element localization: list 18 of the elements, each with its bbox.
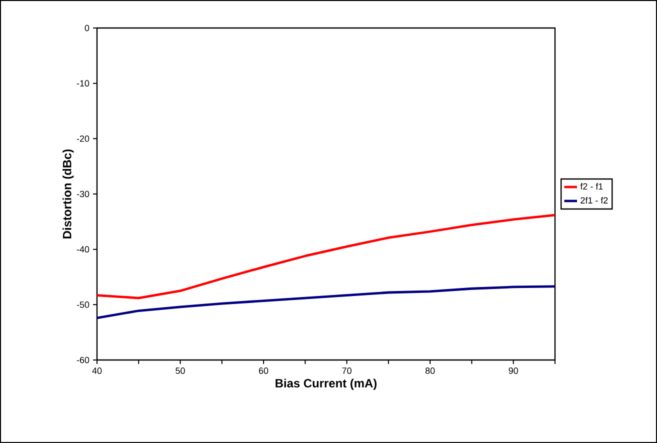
x-tick-label: 60 bbox=[259, 368, 268, 374]
y-tick-label: -50 bbox=[76, 301, 90, 308]
y-tick-label: -30 bbox=[76, 190, 90, 198]
x-tick-label: 90 bbox=[508, 368, 518, 374]
line-series bbox=[97, 214, 556, 300]
x-axis-title: Bias Current (mA) bbox=[276, 378, 377, 390]
legend-label: f2 - f1 bbox=[580, 183, 603, 190]
y-tick-label: -60 bbox=[76, 356, 90, 364]
y-tick-label: 0 bbox=[84, 24, 90, 32]
x-tick-label: 80 bbox=[425, 368, 435, 374]
x-tick-label: 70 bbox=[342, 368, 352, 374]
y-tick-label: -40 bbox=[76, 246, 90, 253]
y-axis-title: Distortion (dBc) bbox=[62, 149, 74, 238]
x-tick-label: 50 bbox=[176, 368, 185, 374]
legend-label: 2f1 - f2 bbox=[580, 197, 608, 204]
y-tick-label: -10 bbox=[76, 80, 90, 87]
x-tick-label: 40 bbox=[92, 368, 102, 374]
y-tick-label: -20 bbox=[76, 135, 90, 142]
